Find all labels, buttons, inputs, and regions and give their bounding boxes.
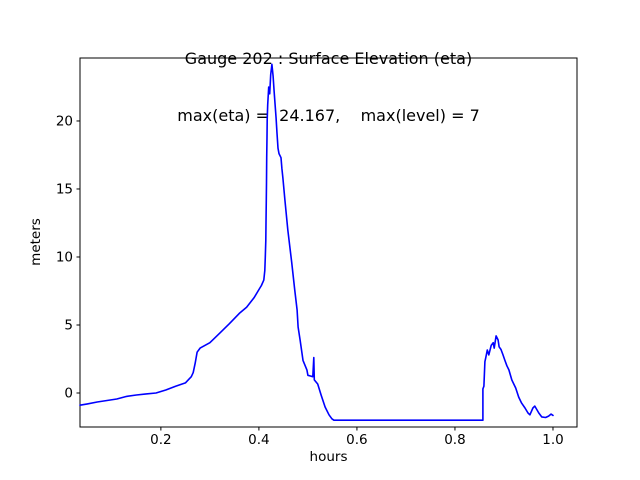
x-tick-label: 0.2 bbox=[150, 432, 171, 448]
y-axis-label: meters bbox=[28, 218, 44, 266]
x-tick-label: 0.8 bbox=[444, 432, 465, 448]
x-axis-label: hours bbox=[309, 449, 348, 465]
y-tick-label: 20 bbox=[56, 113, 73, 129]
x-tick-label: 1.0 bbox=[542, 432, 563, 448]
x-tick-label: 0.4 bbox=[248, 432, 269, 448]
y-tick-label: 5 bbox=[64, 317, 73, 333]
y-tick-label: 0 bbox=[64, 385, 73, 401]
y-tick-label: 10 bbox=[56, 249, 73, 265]
y-tick-label: 15 bbox=[56, 181, 73, 197]
chart-title-line2: max(eta) = 24.167, max(level) = 7 bbox=[177, 106, 480, 125]
data-line-eta bbox=[79, 63, 554, 422]
plot-border bbox=[79, 57, 578, 428]
x-tick-label: 0.6 bbox=[346, 432, 367, 448]
